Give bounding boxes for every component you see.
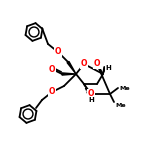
Text: O: O bbox=[88, 90, 94, 98]
Text: O: O bbox=[49, 88, 55, 97]
Text: Me: Me bbox=[119, 85, 130, 90]
Text: H: H bbox=[88, 97, 94, 103]
Text: O: O bbox=[81, 59, 87, 69]
Text: H: H bbox=[105, 65, 111, 71]
Text: O: O bbox=[49, 64, 55, 74]
Text: Me: Me bbox=[115, 103, 126, 108]
Polygon shape bbox=[103, 67, 106, 74]
Polygon shape bbox=[67, 61, 76, 74]
Polygon shape bbox=[62, 73, 76, 75]
Text: O: O bbox=[55, 47, 61, 57]
Text: O: O bbox=[94, 59, 100, 69]
